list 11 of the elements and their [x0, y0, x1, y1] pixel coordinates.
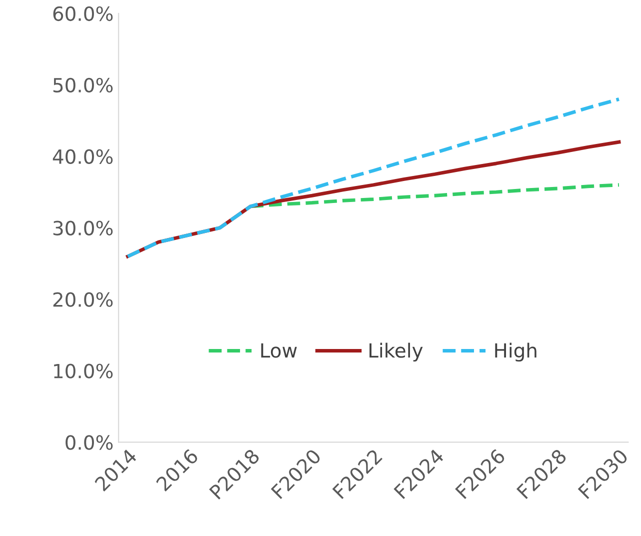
y-tick-label: 60.0%: [53, 6, 113, 22]
y-tick-label: 40.0%: [52, 149, 113, 164]
y-tick-label: 10.0%: [54, 364, 113, 378]
legend-label: High: [495, 342, 536, 362]
y-tick-label: 0.0%: [66, 435, 113, 450]
y-tick-label: 30.0%: [53, 220, 113, 236]
legend-label: Likely: [370, 342, 423, 362]
legend-label: Low: [261, 343, 297, 358]
y-tick-label: 50.0%: [53, 78, 113, 93]
line-series: [126, 97, 621, 258]
y-tick-label: 20.0%: [53, 292, 113, 307]
